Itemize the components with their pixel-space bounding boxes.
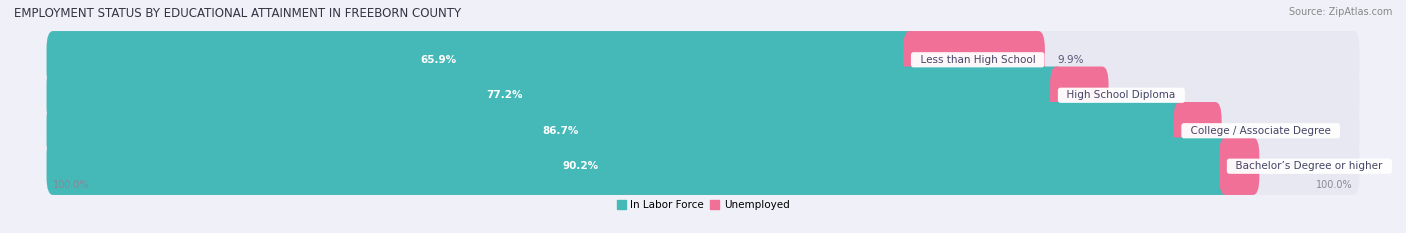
FancyBboxPatch shape bbox=[903, 31, 1045, 89]
Text: 77.2%: 77.2% bbox=[486, 90, 523, 100]
Text: 2.7%: 2.7% bbox=[1234, 126, 1261, 136]
Text: 90.2%: 90.2% bbox=[562, 161, 599, 171]
Text: College / Associate Degree: College / Associate Degree bbox=[1184, 126, 1337, 136]
Text: 100.0%: 100.0% bbox=[53, 180, 90, 190]
FancyBboxPatch shape bbox=[46, 67, 1063, 124]
FancyBboxPatch shape bbox=[46, 137, 1232, 195]
FancyBboxPatch shape bbox=[46, 102, 1187, 159]
FancyBboxPatch shape bbox=[1174, 102, 1222, 159]
FancyBboxPatch shape bbox=[46, 31, 917, 89]
Text: 100.0%: 100.0% bbox=[1316, 180, 1353, 190]
Text: 2.1%: 2.1% bbox=[1272, 161, 1299, 171]
Text: 65.9%: 65.9% bbox=[420, 55, 457, 65]
FancyBboxPatch shape bbox=[46, 31, 1360, 89]
Legend: In Labor Force, Unemployed: In Labor Force, Unemployed bbox=[613, 196, 793, 214]
Text: 9.9%: 9.9% bbox=[1057, 55, 1084, 65]
Text: 86.7%: 86.7% bbox=[543, 126, 578, 136]
Text: 3.5%: 3.5% bbox=[1122, 90, 1149, 100]
FancyBboxPatch shape bbox=[1050, 67, 1108, 124]
Text: Source: ZipAtlas.com: Source: ZipAtlas.com bbox=[1288, 7, 1392, 17]
FancyBboxPatch shape bbox=[1219, 137, 1260, 195]
Text: Less than High School: Less than High School bbox=[914, 55, 1042, 65]
Text: EMPLOYMENT STATUS BY EDUCATIONAL ATTAINMENT IN FREEBORN COUNTY: EMPLOYMENT STATUS BY EDUCATIONAL ATTAINM… bbox=[14, 7, 461, 20]
FancyBboxPatch shape bbox=[46, 67, 1360, 124]
Text: Bachelor’s Degree or higher: Bachelor’s Degree or higher bbox=[1229, 161, 1389, 171]
Text: High School Diploma: High School Diploma bbox=[1060, 90, 1182, 100]
FancyBboxPatch shape bbox=[46, 137, 1360, 195]
FancyBboxPatch shape bbox=[46, 102, 1360, 159]
